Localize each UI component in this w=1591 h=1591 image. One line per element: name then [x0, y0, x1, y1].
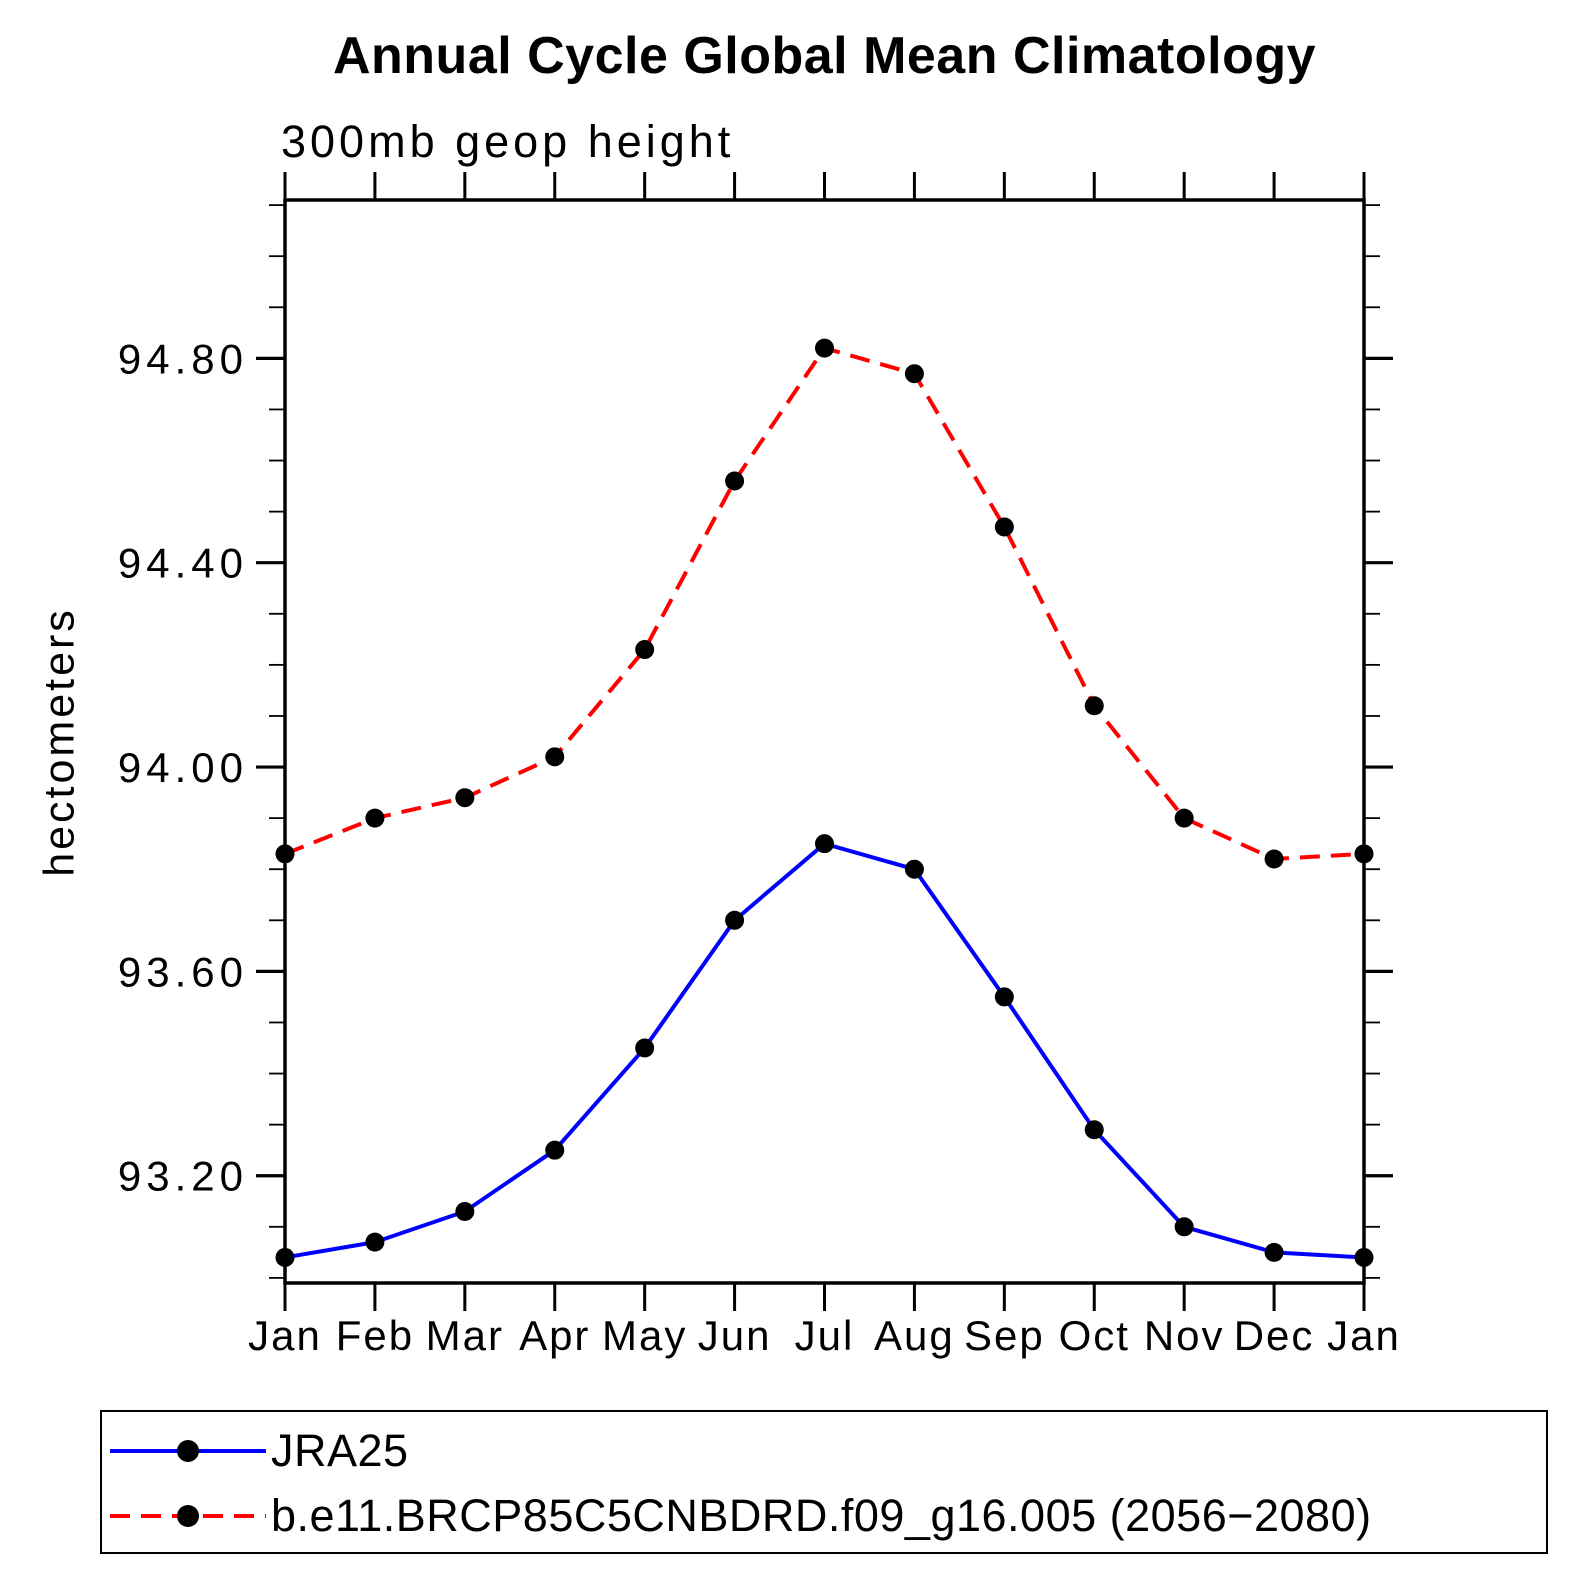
- series-line-1: [284, 345, 1365, 862]
- data-point-0-Jun: [725, 910, 745, 930]
- chart-title: Annual Cycle Global Mean Climatology: [332, 27, 1317, 85]
- data-point-0-Aug: [904, 859, 924, 879]
- x-tick-label: Nov: [1144, 1312, 1225, 1359]
- y-tick-label: 93.60: [118, 948, 248, 995]
- y-tick-label: 94.80: [118, 335, 248, 382]
- data-point-1-Feb: [365, 808, 385, 828]
- legend-sample-dashed-line: [110, 1505, 266, 1527]
- data-point-1-Apr: [545, 747, 565, 767]
- plot-frame: [283, 198, 1366, 1285]
- legend-marker-dot: [177, 1440, 199, 1462]
- series-line-0: [284, 841, 1365, 1260]
- x-tick-label: Jan: [1327, 1312, 1401, 1359]
- x-tick-label: Jan: [248, 1312, 322, 1359]
- data-point-0-Jan: [1354, 1247, 1374, 1267]
- x-tick-label: Feb: [336, 1312, 414, 1359]
- legend-entry-model: b.e11.BRCP85C5CNBDRD.f09_g16.005 (2056−2…: [108, 1490, 1372, 1541]
- data-point-1-May: [635, 640, 655, 660]
- data-point-0-May: [635, 1038, 655, 1058]
- legend-label-jra25: JRA25: [271, 1425, 409, 1476]
- data-point-1-Aug: [904, 364, 924, 384]
- data-point-0-Mar: [455, 1201, 475, 1221]
- data-point-0-Dec: [1264, 1242, 1284, 1262]
- data-point-0-Jan: [275, 1247, 295, 1267]
- data-point-1-Jun: [725, 471, 745, 491]
- x-tick-label: Apr: [519, 1312, 590, 1359]
- data-point-0-Apr: [545, 1140, 565, 1160]
- x-tick-label: May: [602, 1312, 687, 1359]
- data-point-1-Mar: [455, 788, 475, 808]
- x-tick-label: Oct: [1059, 1312, 1130, 1359]
- data-point-0-Feb: [365, 1232, 385, 1252]
- y-tick-label: 94.00: [118, 744, 248, 791]
- legend-box: JRA25 b.e11.BRCP85C5CNBDRD.f09_g16.005 (…: [100, 1410, 1548, 1554]
- legend-label-model: b.e11.BRCP85C5CNBDRD.f09_g16.005 (2056−2…: [271, 1490, 1372, 1541]
- chart-subtitle: 300mb geop height: [281, 116, 735, 167]
- x-tick-label: Mar: [426, 1312, 504, 1359]
- data-point-1-Jan: [275, 844, 295, 864]
- x-tick-label: Sep: [964, 1312, 1045, 1359]
- data-point-1-Nov: [1174, 808, 1194, 828]
- data-point-1-Jul: [815, 338, 834, 358]
- data-point-1-Sep: [994, 517, 1014, 537]
- data-point-0-Sep: [994, 987, 1014, 1007]
- x-tick-label: Dec: [1234, 1312, 1315, 1359]
- data-point-1-Oct: [1084, 696, 1104, 716]
- data-point-0-Oct: [1084, 1120, 1104, 1140]
- data-point-0-Nov: [1174, 1217, 1194, 1237]
- y-tick-label: 94.40: [118, 540, 248, 587]
- data-point-0-Jul: [815, 834, 834, 854]
- data-point-1-Jan: [1354, 844, 1374, 864]
- legend-entry-jra25: JRA25: [108, 1425, 409, 1476]
- x-tick-label: Jun: [698, 1312, 772, 1359]
- legend-marker-dot: [177, 1505, 199, 1527]
- data-point-1-Dec: [1264, 849, 1284, 869]
- x-tick-label: Jul: [795, 1312, 855, 1359]
- x-tick-label: Aug: [874, 1312, 955, 1359]
- y-tick-label: 93.20: [118, 1153, 248, 1200]
- legend-sample-solid-line: [110, 1440, 266, 1462]
